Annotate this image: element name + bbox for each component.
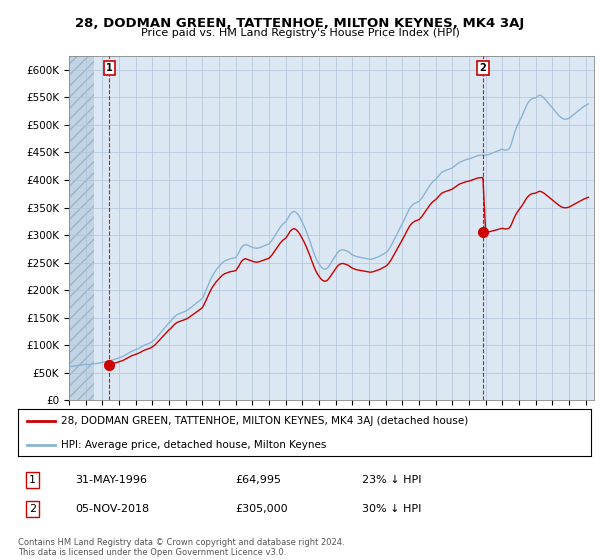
Text: 2: 2 bbox=[29, 504, 36, 514]
Text: 05-NOV-2018: 05-NOV-2018 bbox=[76, 504, 149, 514]
Text: 30% ↓ HPI: 30% ↓ HPI bbox=[362, 504, 421, 514]
Text: 1: 1 bbox=[106, 63, 113, 73]
Text: HPI: Average price, detached house, Milton Keynes: HPI: Average price, detached house, Milt… bbox=[61, 440, 326, 450]
Text: 1: 1 bbox=[29, 475, 36, 485]
Text: £64,995: £64,995 bbox=[236, 475, 282, 485]
Text: 23% ↓ HPI: 23% ↓ HPI bbox=[362, 475, 421, 485]
Text: 31-MAY-1996: 31-MAY-1996 bbox=[76, 475, 148, 485]
Text: Price paid vs. HM Land Registry's House Price Index (HPI): Price paid vs. HM Land Registry's House … bbox=[140, 28, 460, 38]
Text: 28, DODMAN GREEN, TATTENHOE, MILTON KEYNES, MK4 3AJ (detached house): 28, DODMAN GREEN, TATTENHOE, MILTON KEYN… bbox=[61, 416, 468, 426]
Bar bbox=[69, 56, 94, 400]
Text: £305,000: £305,000 bbox=[236, 504, 289, 514]
Text: 2: 2 bbox=[479, 63, 487, 73]
Text: 28, DODMAN GREEN, TATTENHOE, MILTON KEYNES, MK4 3AJ: 28, DODMAN GREEN, TATTENHOE, MILTON KEYN… bbox=[76, 17, 524, 30]
Text: Contains HM Land Registry data © Crown copyright and database right 2024.
This d: Contains HM Land Registry data © Crown c… bbox=[18, 538, 344, 557]
